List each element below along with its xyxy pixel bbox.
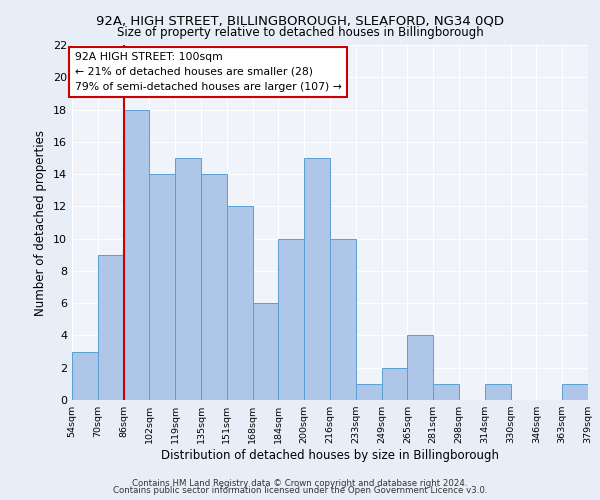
Bar bbox=[227, 206, 253, 400]
Bar bbox=[330, 238, 356, 400]
Bar bbox=[175, 158, 201, 400]
Bar bbox=[72, 352, 98, 400]
Bar bbox=[304, 158, 330, 400]
Bar bbox=[124, 110, 149, 400]
Bar bbox=[433, 384, 459, 400]
Text: 92A HIGH STREET: 100sqm
← 21% of detached houses are smaller (28)
79% of semi-de: 92A HIGH STREET: 100sqm ← 21% of detache… bbox=[74, 52, 341, 92]
Bar bbox=[253, 303, 278, 400]
Bar bbox=[407, 336, 433, 400]
Bar bbox=[356, 384, 382, 400]
Text: 92A, HIGH STREET, BILLINGBOROUGH, SLEAFORD, NG34 0QD: 92A, HIGH STREET, BILLINGBOROUGH, SLEAFO… bbox=[96, 14, 504, 27]
Bar bbox=[485, 384, 511, 400]
Y-axis label: Number of detached properties: Number of detached properties bbox=[34, 130, 47, 316]
Text: Contains HM Land Registry data © Crown copyright and database right 2024.: Contains HM Land Registry data © Crown c… bbox=[132, 478, 468, 488]
Bar bbox=[201, 174, 227, 400]
Bar bbox=[382, 368, 407, 400]
Bar bbox=[562, 384, 588, 400]
X-axis label: Distribution of detached houses by size in Billingborough: Distribution of detached houses by size … bbox=[161, 449, 499, 462]
Bar bbox=[98, 255, 124, 400]
Bar bbox=[149, 174, 175, 400]
Bar bbox=[278, 238, 304, 400]
Text: Contains public sector information licensed under the Open Government Licence v3: Contains public sector information licen… bbox=[113, 486, 487, 495]
Text: Size of property relative to detached houses in Billingborough: Size of property relative to detached ho… bbox=[116, 26, 484, 39]
